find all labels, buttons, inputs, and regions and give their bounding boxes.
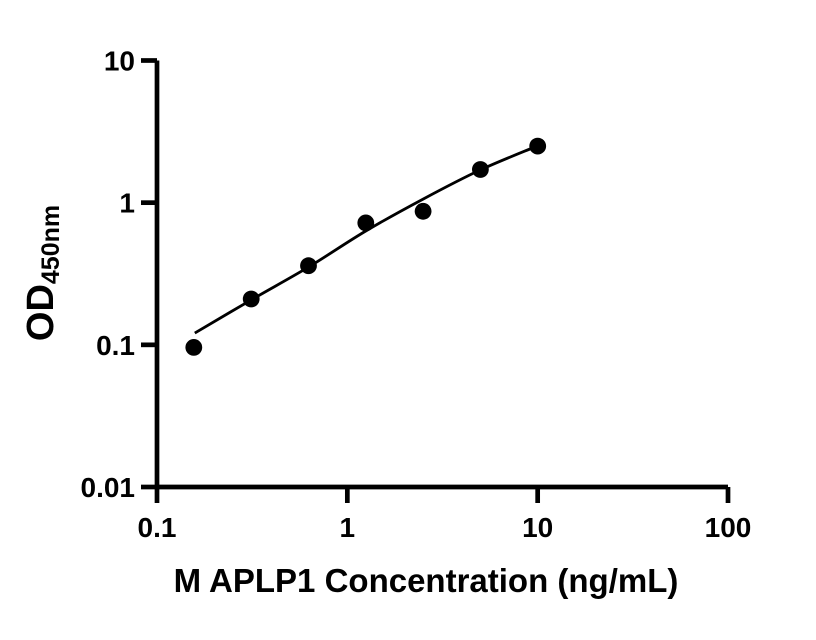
x-tick-label: 100	[705, 512, 752, 543]
y-axis-title: OD450nm	[20, 205, 65, 341]
y-tick-label: 10	[104, 46, 135, 77]
data-point	[414, 202, 432, 220]
x-tick-label: 10	[522, 512, 553, 543]
x-tick-label: 1	[340, 512, 356, 543]
ticks-layer	[141, 58, 731, 503]
fit-curve	[194, 144, 539, 335]
series-layer	[185, 137, 547, 356]
axis-frame	[154, 60, 728, 490]
x-axis-title: M APLP1 Concentration (ng/mL)	[174, 562, 679, 599]
y-axis-title-main: OD	[20, 284, 62, 341]
x-tick-label: 0.1	[138, 512, 177, 543]
y-axis-title-subscript: 450nm	[37, 205, 65, 284]
y-tick-label: 1	[119, 188, 135, 219]
axes-layer	[154, 60, 728, 490]
data-point	[185, 339, 203, 356]
y-tick-label: 0.1	[96, 330, 135, 361]
y-tick-label: 0.01	[81, 472, 136, 503]
